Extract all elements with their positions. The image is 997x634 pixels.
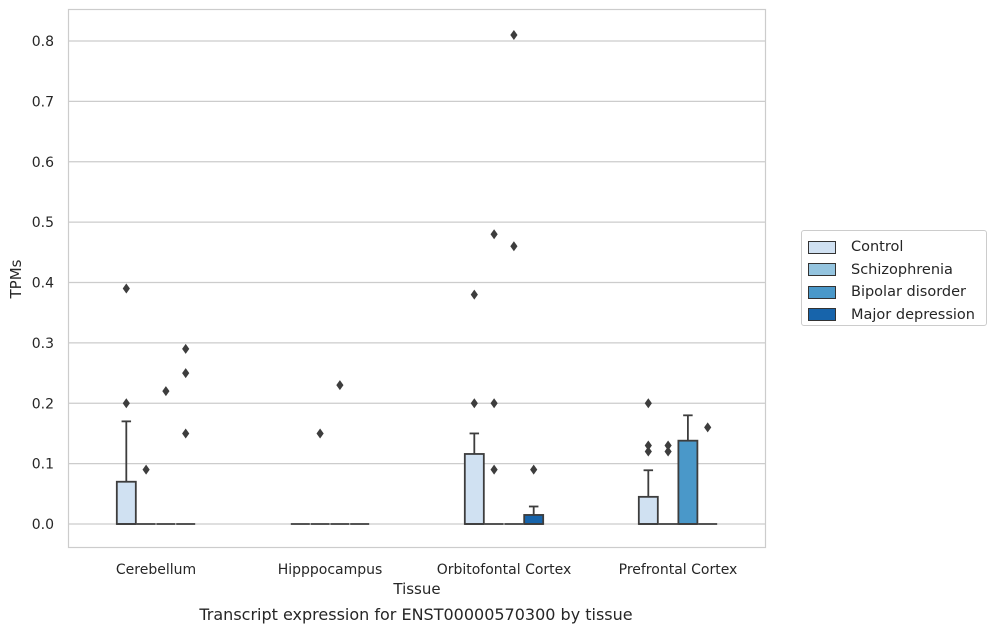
outlier-point — [664, 440, 672, 451]
box-group — [176, 343, 196, 525]
y-tick-label: 0.7 — [32, 94, 54, 110]
outlier-point — [490, 229, 498, 240]
x-axis-label: Tissue — [392, 580, 440, 598]
y-tick-label: 0.0 — [32, 517, 54, 533]
legend: Control Schizophrenia Bipolar disorder M… — [801, 230, 987, 326]
box-group — [330, 380, 350, 525]
outlier-point — [704, 422, 712, 433]
outlier-point — [644, 398, 652, 409]
legend-item-major-depression: Major depression — [808, 304, 986, 327]
legend-item-schizophrenia: Schizophrenia — [808, 259, 986, 282]
box-group — [310, 428, 330, 525]
outlier-point — [490, 464, 498, 475]
legend-item-control: Control — [808, 236, 986, 259]
box-group — [115, 283, 137, 525]
legend-swatch-major-depression — [808, 308, 836, 322]
chart-caption: Transcript expression for ENST0000057030… — [199, 605, 633, 624]
legend-label-control: Control — [851, 239, 904, 256]
box-rect — [523, 514, 545, 525]
y-tick-label: 0.5 — [32, 215, 54, 231]
outlier-point — [182, 368, 190, 379]
outlier-point — [336, 380, 344, 391]
box-group — [156, 386, 176, 525]
y-tick-label: 0.6 — [32, 155, 54, 171]
y-tick-label: 0.3 — [32, 336, 54, 352]
legend-item-bipolar-disorder: Bipolar disorder — [808, 281, 986, 304]
outlier-point — [644, 446, 652, 457]
legend-label-schizophrenia: Schizophrenia — [851, 261, 953, 278]
legend-label-bipolar-disorder: Bipolar disorder — [851, 284, 966, 301]
outlier-point — [470, 289, 478, 300]
box-rect — [115, 480, 137, 525]
box-group — [698, 422, 718, 525]
outlier-point — [142, 464, 150, 475]
box-rect — [463, 453, 485, 525]
y-tick-label: 0.1 — [32, 457, 54, 473]
outlier-point — [122, 283, 130, 294]
box-group — [463, 289, 485, 525]
x-tick-label: Orbitofontal Cortex — [437, 562, 572, 578]
box-group — [658, 440, 678, 525]
y-tick-labels: 0.0 0.1 0.2 0.3 0.4 0.5 0.6 0.7 0.8 — [32, 34, 54, 533]
outlier-point — [510, 29, 518, 40]
x-tick-label: Hipppocampus — [278, 562, 383, 578]
box-group — [484, 229, 504, 525]
outlier-point — [182, 343, 190, 354]
outlier-point — [316, 428, 324, 439]
y-tick-label: 0.2 — [32, 396, 54, 412]
outlier-point — [122, 398, 130, 409]
outlier-point — [490, 398, 498, 409]
y-tick-label: 0.8 — [32, 34, 54, 50]
box-rect — [677, 439, 699, 525]
y-axis-label: TPMs — [7, 259, 25, 299]
legend-label-major-depression: Major depression — [851, 306, 975, 323]
outlier-point — [510, 241, 518, 252]
box-group — [136, 464, 156, 525]
boxes — [115, 29, 718, 525]
box-group — [637, 398, 659, 525]
legend-swatch-control — [808, 240, 836, 254]
outlier-point — [664, 446, 672, 457]
y-tick-label: 0.4 — [32, 276, 54, 292]
legend-swatch-bipolar-disorder — [808, 285, 836, 299]
x-tick-labels: Cerebellum Hipppocampus Orbitofontal Corte… — [116, 562, 737, 578]
legend-swatch-schizophrenia — [808, 263, 836, 277]
box-group — [504, 29, 524, 525]
box-group — [677, 414, 699, 525]
outlier-point — [530, 464, 538, 475]
plot-area — [67, 8, 767, 549]
box-group — [523, 464, 545, 525]
grid-lines — [69, 40, 765, 525]
x-tick-label: Cerebellum — [116, 562, 196, 578]
outlier-point — [644, 440, 652, 451]
x-tick-label: Prefrontal Cortex — [619, 562, 738, 578]
outlier-point — [162, 386, 170, 397]
outlier-point — [182, 428, 190, 439]
box-rect — [637, 495, 659, 525]
outlier-point — [470, 398, 478, 409]
